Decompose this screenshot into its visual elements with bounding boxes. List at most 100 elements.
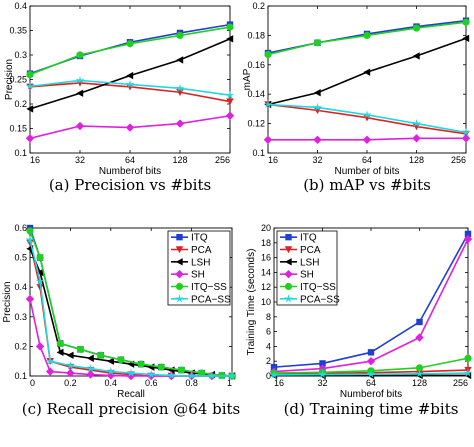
legend-label: ITQ [300, 233, 317, 244]
chart-panel-2: 0.1 0.2 0.3 0.4 0.5 0.6 0 0.2 0.4 0.6 0.8 1 Recall Pr… [2, 223, 240, 418]
data-point [46, 367, 55, 376]
data-point [75, 75, 85, 85]
y-tick-label: 0.1 [252, 148, 265, 158]
data-point [207, 371, 217, 380]
data-point [76, 345, 85, 353]
y-tick-label: 0.15 [9, 124, 27, 134]
data-point [363, 114, 371, 122]
data-point [66, 351, 74, 359]
x-tick-label: 128 [412, 378, 427, 388]
data-point [415, 333, 424, 342]
data-point [416, 318, 423, 326]
legend-label: PCA−SS [191, 294, 231, 305]
y-tick-label: 20 [261, 223, 271, 233]
x-tick-label: 64 [362, 155, 372, 165]
data-point [76, 51, 84, 59]
data-point [226, 98, 234, 106]
y-tick-label: 2 [266, 356, 271, 366]
data-point [313, 89, 321, 97]
y-tick-label: 0.2 [252, 1, 265, 11]
data-point [177, 366, 186, 374]
series-itq-ss [26, 23, 234, 79]
series-itq [270, 230, 472, 371]
data-point [412, 24, 421, 32]
x-tick-label: 0.2 [64, 378, 77, 388]
legend-marker [175, 246, 184, 254]
data-point [26, 105, 34, 113]
y-axis-label: Precision [4, 59, 15, 100]
x-tick-label: 64 [366, 378, 376, 388]
data-point [363, 68, 371, 76]
chart-panel-3: 0 2 4 6 8 10 12 14 16 18 20 16 32 64 128 256 Numberof bi… [246, 223, 473, 418]
data-point [226, 35, 234, 43]
data-point [412, 134, 421, 143]
x-axis-label: Numberof bits [99, 166, 161, 177]
data-point [415, 364, 424, 372]
data-point [66, 368, 75, 378]
data-point [75, 121, 85, 131]
legend-label: PCA−SS [300, 294, 340, 305]
y-tick-label: 8 [266, 312, 271, 322]
data-point [366, 369, 376, 378]
plot-area [267, 5, 467, 154]
y-tick-label: 0.14 [247, 89, 265, 99]
series-pca-ss [25, 75, 235, 99]
legend-label: ITQ−SS [191, 282, 227, 293]
data-point [56, 339, 64, 348]
data-point [36, 268, 44, 277]
data-point [56, 348, 64, 357]
data-point [157, 363, 165, 371]
x-tick-label: 0 [30, 378, 35, 388]
y-tick-label: 0.25 [9, 75, 27, 85]
y-tick-label: 0.16 [247, 60, 265, 70]
data-point [35, 342, 45, 351]
x-tick-label: 16 [30, 155, 40, 165]
data-point [65, 360, 75, 370]
x-axis-label: Number of bits [334, 166, 399, 177]
y-axis-label: mAP [242, 68, 253, 90]
data-point [187, 371, 197, 380]
data-point [126, 371, 136, 381]
data-point [36, 254, 44, 262]
data-point [225, 111, 235, 120]
data-point [264, 50, 272, 59]
data-point [415, 369, 424, 378]
x-tick-label: 256 [451, 155, 466, 165]
data-point [76, 89, 84, 97]
data-point [464, 354, 472, 362]
series-sh [263, 134, 471, 144]
y-tick-label: 0.4 [14, 282, 27, 292]
data-point [86, 363, 96, 373]
data-point [45, 356, 55, 365]
x-tick-label: 32 [312, 155, 322, 165]
series-sh [25, 111, 235, 143]
data-point [363, 31, 371, 39]
data-point [318, 369, 327, 379]
data-point [412, 52, 420, 60]
data-point [106, 366, 116, 376]
y-tick-label: 4 [266, 341, 271, 351]
series-pca-ss [263, 99, 471, 137]
legend-box [276, 230, 338, 306]
figure-caption: (a) Precision vs #bits [49, 176, 211, 194]
data-point [225, 90, 235, 99]
data-point [146, 369, 156, 379]
data-point [464, 230, 472, 238]
y-tick-label: 0.6 [14, 223, 27, 233]
figure-caption: (c) Recall precision @64 bits [22, 400, 241, 418]
series-itq-ss [270, 354, 472, 377]
y-tick-label: 18 [261, 238, 271, 248]
data-point [461, 127, 471, 137]
y-tick-label: 0 [266, 371, 271, 381]
data-point [263, 135, 273, 144]
legend-label: SH [191, 270, 205, 281]
x-tick-label: 128 [172, 155, 187, 165]
data-point [313, 107, 322, 115]
legend-marker [284, 269, 293, 279]
data-point [269, 370, 279, 379]
data-point [464, 371, 472, 380]
data-point [137, 360, 145, 368]
y-tick-label: 10 [261, 297, 271, 307]
data-point [86, 370, 95, 379]
